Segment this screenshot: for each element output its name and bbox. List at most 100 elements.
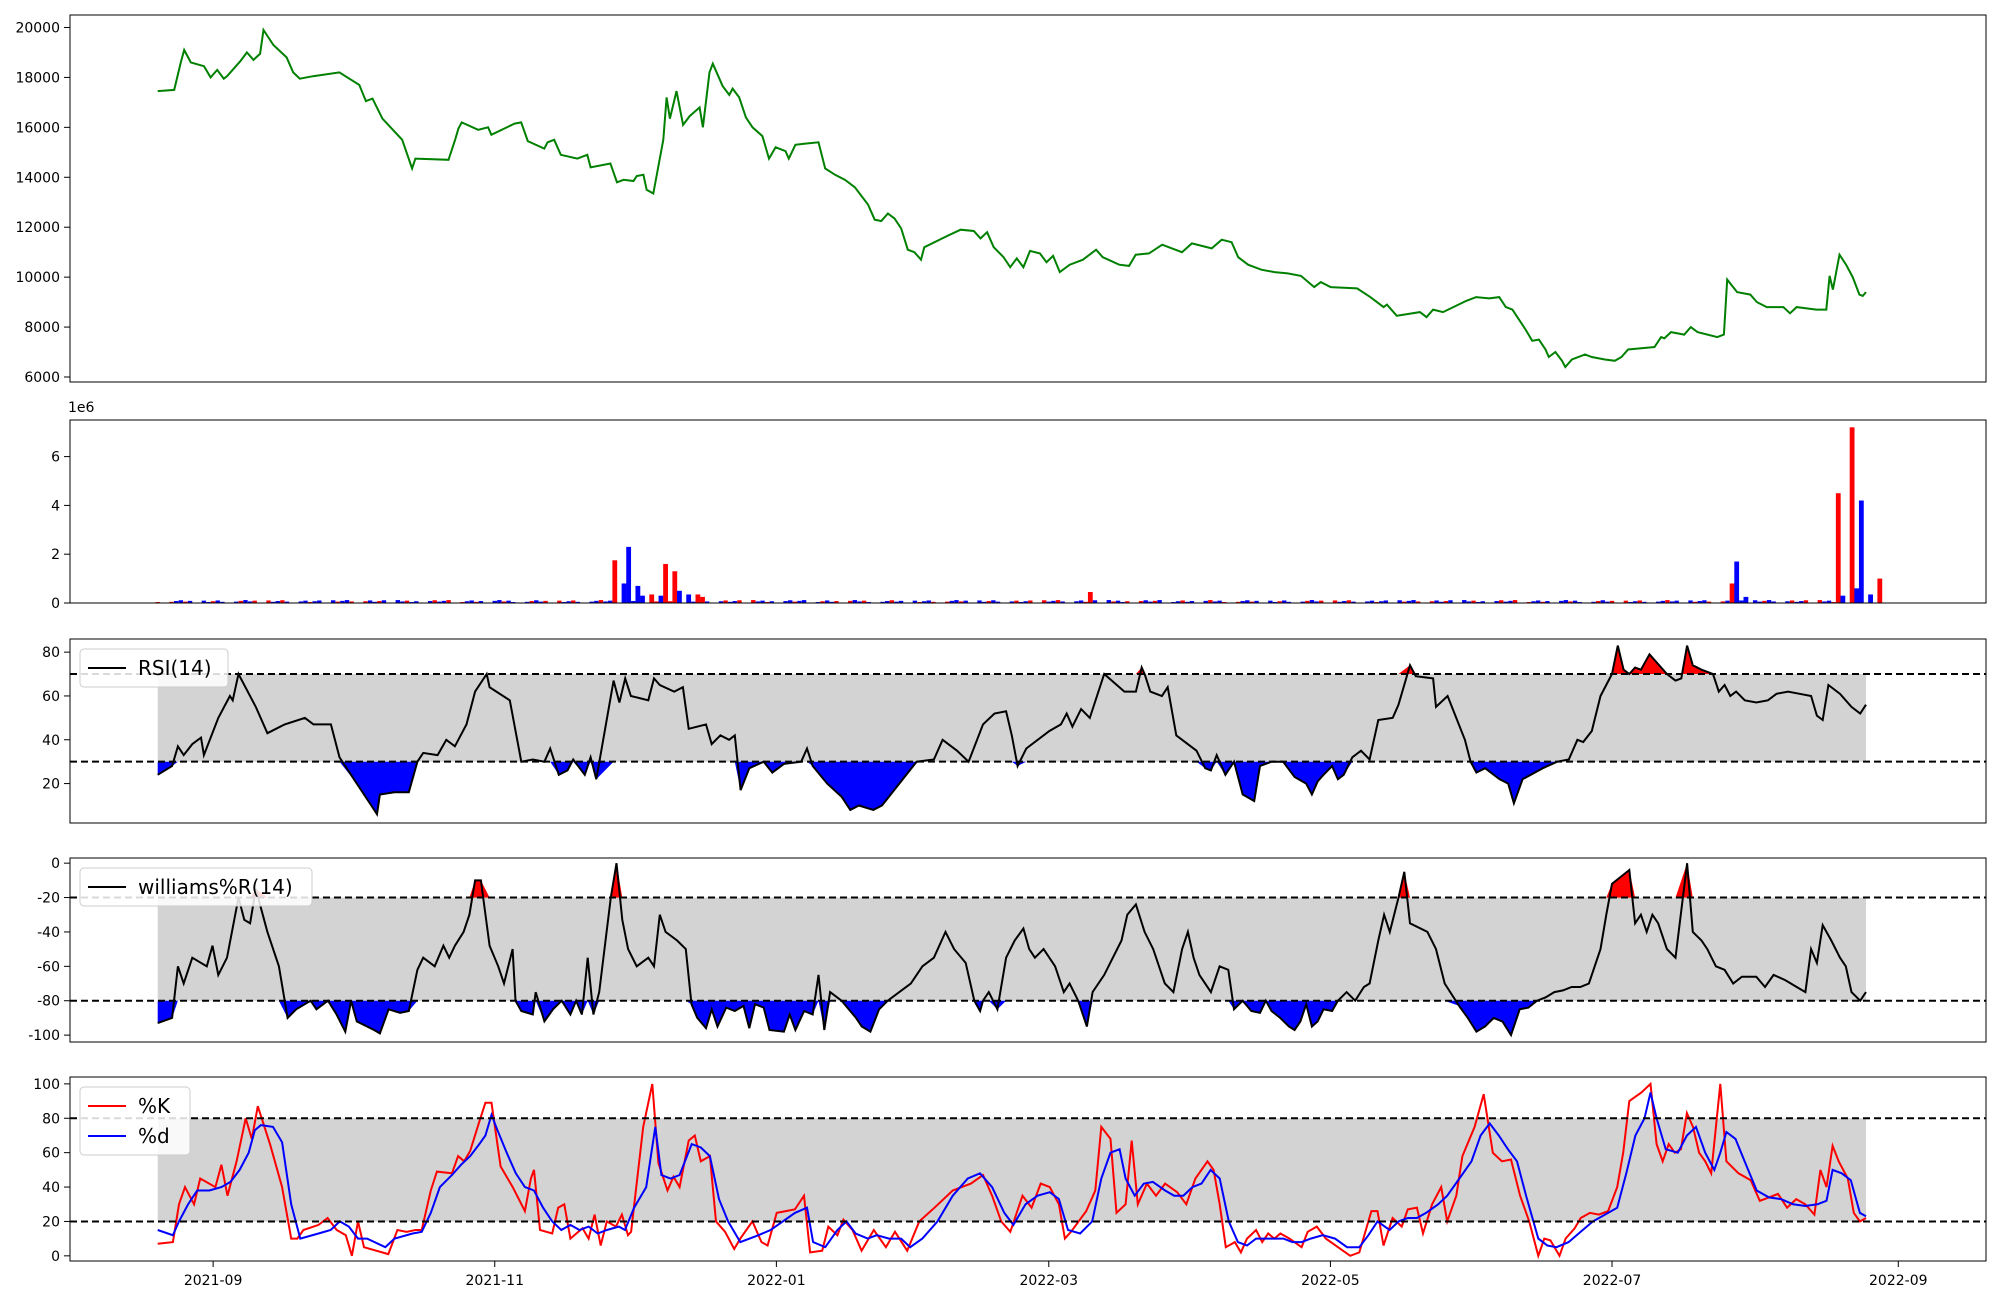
volume-bar	[566, 601, 571, 603]
volume-bar	[543, 600, 548, 603]
volume-bar	[1208, 600, 1213, 603]
volume-bar	[1605, 601, 1610, 603]
volume-bar	[621, 583, 627, 603]
volume-bar	[1725, 600, 1730, 603]
volume-bar	[1471, 600, 1476, 603]
y-tick-label: -100	[28, 1028, 60, 1044]
volume-bar	[1083, 601, 1088, 603]
volume-bar	[1752, 600, 1758, 603]
volume-bar	[1609, 600, 1615, 603]
volume-bar	[1028, 600, 1033, 603]
legend-label: RSI(14)	[138, 656, 212, 680]
volume-bar	[1369, 600, 1375, 603]
series-line-1	[157, 1081, 1867, 1260]
volume-bar	[372, 601, 377, 603]
volume-bar	[1185, 601, 1190, 603]
volume-bar	[700, 596, 705, 603]
volume-bar	[414, 601, 419, 603]
volume-bar	[1803, 600, 1809, 603]
volume-bar	[912, 600, 918, 603]
volume-bar	[1642, 601, 1647, 603]
volume-bar	[432, 600, 437, 603]
volume-bar	[474, 601, 479, 603]
volume-bar	[284, 601, 290, 603]
series-line-2	[157, 1092, 1867, 1249]
volume-bar	[1665, 600, 1670, 603]
series-line-1	[157, 645, 1867, 817]
volume-bar	[1189, 601, 1195, 603]
volume-bar	[760, 600, 765, 603]
y-tick-label: 40	[42, 1180, 60, 1196]
volume-bar	[898, 600, 904, 603]
volume-bar	[1092, 600, 1098, 603]
volume-bar	[298, 601, 304, 603]
volume-bar	[1249, 601, 1255, 603]
legend-label: williams%R(14)	[138, 875, 293, 899]
volume-bar	[861, 600, 867, 603]
panel-5-frame	[69, 1076, 1987, 1262]
volume-bar	[1254, 600, 1259, 603]
volume-bar	[1138, 601, 1144, 603]
volume-bar	[1720, 601, 1726, 603]
volume-bar	[1674, 600, 1679, 603]
volume-bar	[1508, 600, 1513, 603]
volume-bar	[427, 601, 433, 603]
volume-bar	[1300, 601, 1305, 603]
volume-bar	[1766, 600, 1772, 603]
volume-bar	[210, 601, 216, 603]
x-tick-label: 2022-07	[1583, 1273, 1642, 1289]
volume-bar	[1591, 601, 1596, 603]
volume-bar	[501, 601, 507, 603]
volume-bar	[1660, 600, 1666, 603]
volume-bar	[169, 601, 174, 603]
volume-bar	[672, 571, 678, 603]
volume-bar	[1669, 601, 1675, 603]
volume-bar	[1277, 601, 1282, 603]
y-tick-label: 10000	[15, 270, 60, 286]
volume-bar	[220, 601, 225, 603]
volume-bar	[252, 600, 257, 603]
volume-bar	[183, 601, 188, 603]
volume-bar	[529, 601, 534, 603]
volume-bar	[1706, 601, 1712, 603]
volume-bar	[769, 601, 774, 603]
volume-bar	[1868, 594, 1873, 603]
y-tick-label: 0	[51, 596, 60, 612]
volume-bar	[626, 546, 632, 603]
volume-bar	[792, 601, 798, 603]
volume-bar	[1762, 600, 1767, 603]
volume-bar	[1531, 601, 1536, 603]
volume-bar	[1305, 600, 1310, 603]
volume-bar	[1702, 600, 1707, 603]
volume-bar	[737, 600, 742, 603]
volume-bar	[658, 595, 664, 603]
volume-bar	[1235, 601, 1241, 603]
volume-bar	[571, 600, 576, 603]
volume-bar	[317, 600, 322, 603]
volume-bar	[1499, 600, 1504, 603]
volume-bar	[1286, 601, 1292, 603]
volume-bar	[446, 600, 451, 603]
y-tick-label: 16000	[15, 120, 60, 136]
volume-bar	[400, 601, 405, 603]
y-tick-label: 2	[51, 547, 60, 563]
volume-bar	[1448, 600, 1453, 603]
volume-bar	[963, 600, 968, 603]
volume-bar	[857, 601, 862, 603]
y-tick-label: 18000	[15, 70, 60, 86]
volume-bar	[640, 595, 645, 603]
volume-bar	[848, 600, 853, 603]
volume-bar	[1111, 601, 1116, 603]
panel-2-frame	[69, 419, 1987, 604]
volume-bar	[215, 600, 220, 603]
price-line	[157, 27, 1867, 369]
y-tick-label: 20000	[15, 20, 60, 36]
volume-bar	[1439, 601, 1444, 603]
volume-bar	[1854, 588, 1860, 603]
volume-bar	[243, 600, 248, 603]
volume-bar	[1051, 600, 1056, 603]
y-tick-label: 20	[42, 1214, 60, 1230]
volume-bar	[1378, 601, 1384, 603]
panel-2-axes: 0 2 4 6	[51, 450, 70, 612]
